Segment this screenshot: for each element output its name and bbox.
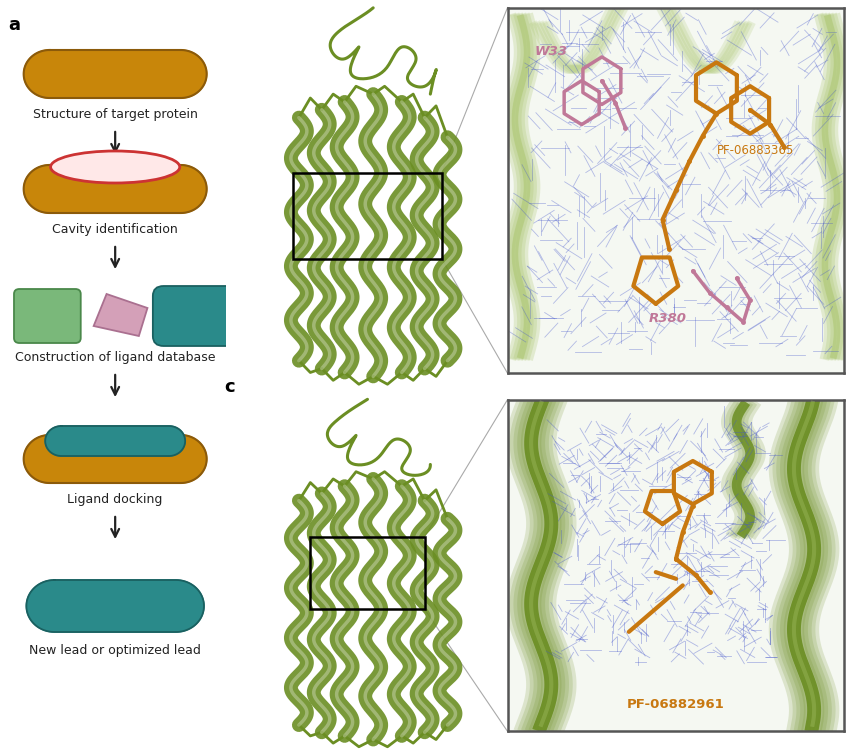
Ellipse shape (50, 151, 180, 183)
Text: a: a (9, 16, 20, 34)
Bar (293, 173, 441, 259)
Text: W33: W33 (534, 45, 567, 58)
Polygon shape (24, 50, 206, 98)
Text: b: b (224, 0, 237, 2)
Text: Cavity identification: Cavity identification (52, 223, 178, 236)
Text: c: c (224, 378, 235, 396)
Polygon shape (45, 426, 185, 456)
Bar (310, 537, 424, 609)
Polygon shape (26, 580, 204, 632)
FancyBboxPatch shape (14, 289, 81, 343)
Text: Structure of target protein: Structure of target protein (32, 108, 198, 121)
Text: New lead or optimized lead: New lead or optimized lead (29, 644, 201, 657)
Text: Construction of ligand database: Construction of ligand database (14, 351, 216, 364)
Text: R380: R380 (648, 312, 686, 325)
Text: PF-06883365: PF-06883365 (716, 144, 792, 157)
Polygon shape (24, 435, 206, 483)
Text: Ligand docking: Ligand docking (67, 493, 163, 506)
Polygon shape (24, 165, 206, 213)
Polygon shape (94, 294, 147, 336)
Text: PF-06882961: PF-06882961 (626, 698, 724, 711)
FancyBboxPatch shape (153, 286, 241, 346)
